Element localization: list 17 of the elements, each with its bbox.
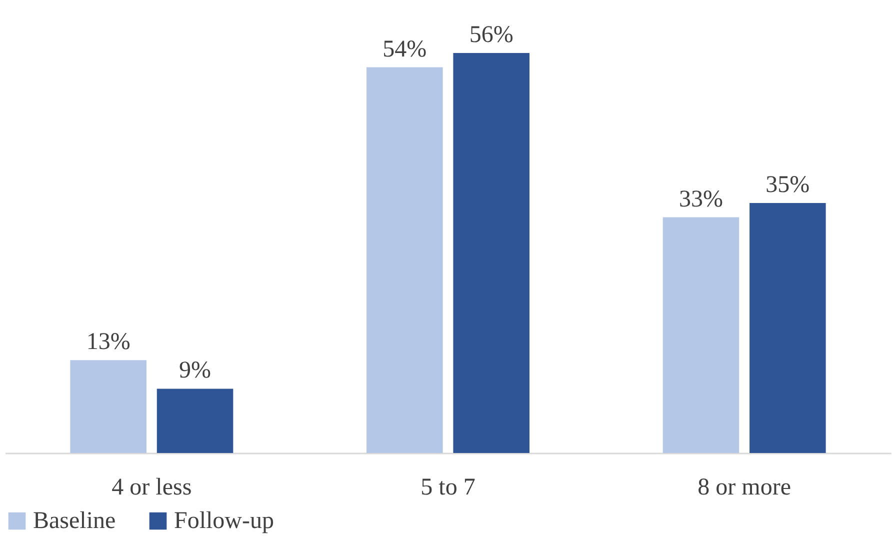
bar [70, 360, 146, 453]
data-label: 9% [179, 358, 212, 384]
bar [156, 388, 234, 453]
bar [453, 53, 530, 453]
data-label: 13% [86, 329, 130, 356]
x-tick-label: 8 or more [698, 474, 791, 500]
data-label: 54% [382, 36, 427, 62]
bar [750, 203, 826, 453]
x-tick-label: 4 or less [112, 474, 192, 500]
legend-label: Baseline [33, 508, 116, 534]
bar [366, 67, 443, 453]
bar [662, 217, 740, 453]
data-label: 56% [469, 22, 514, 48]
data-label: 35% [766, 172, 810, 198]
x-tick-label: 5 to 7 [420, 474, 476, 500]
data-label: 33% [678, 186, 723, 212]
legend-label: Follow-up [174, 508, 274, 534]
